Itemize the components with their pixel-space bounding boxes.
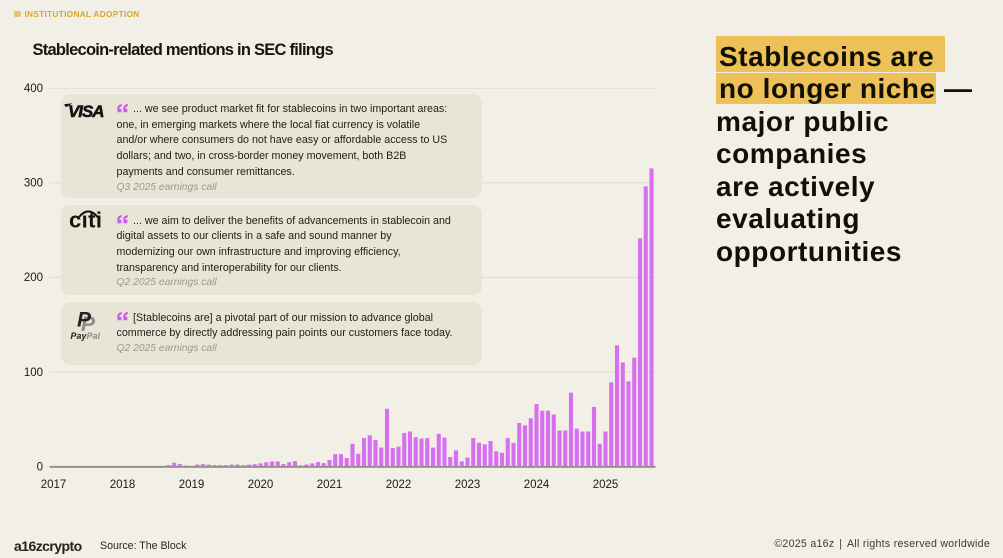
svg-text:0: 0 — [37, 462, 43, 474]
svg-text:100: 100 — [24, 367, 43, 379]
svg-text:300: 300 — [24, 178, 43, 190]
svg-text:2025: 2025 — [593, 479, 619, 491]
svg-text:2023: 2023 — [455, 479, 481, 491]
svg-text:200: 200 — [24, 272, 43, 284]
svg-text:2020: 2020 — [248, 479, 274, 491]
svg-text:P: P — [77, 309, 92, 332]
svg-text:P: P — [81, 313, 96, 336]
svg-text:2024: 2024 — [524, 479, 550, 491]
svg-text:2018: 2018 — [110, 479, 136, 491]
svg-text:2022: 2022 — [386, 479, 412, 491]
svg-text:400: 400 — [24, 83, 43, 95]
svg-text:2019: 2019 — [179, 479, 205, 491]
svg-text:2017: 2017 — [41, 479, 67, 491]
svg-text:2021: 2021 — [317, 479, 343, 491]
svg-text:PayPal: PayPal — [70, 331, 100, 341]
svg-text:VISA: VISA — [68, 102, 105, 121]
